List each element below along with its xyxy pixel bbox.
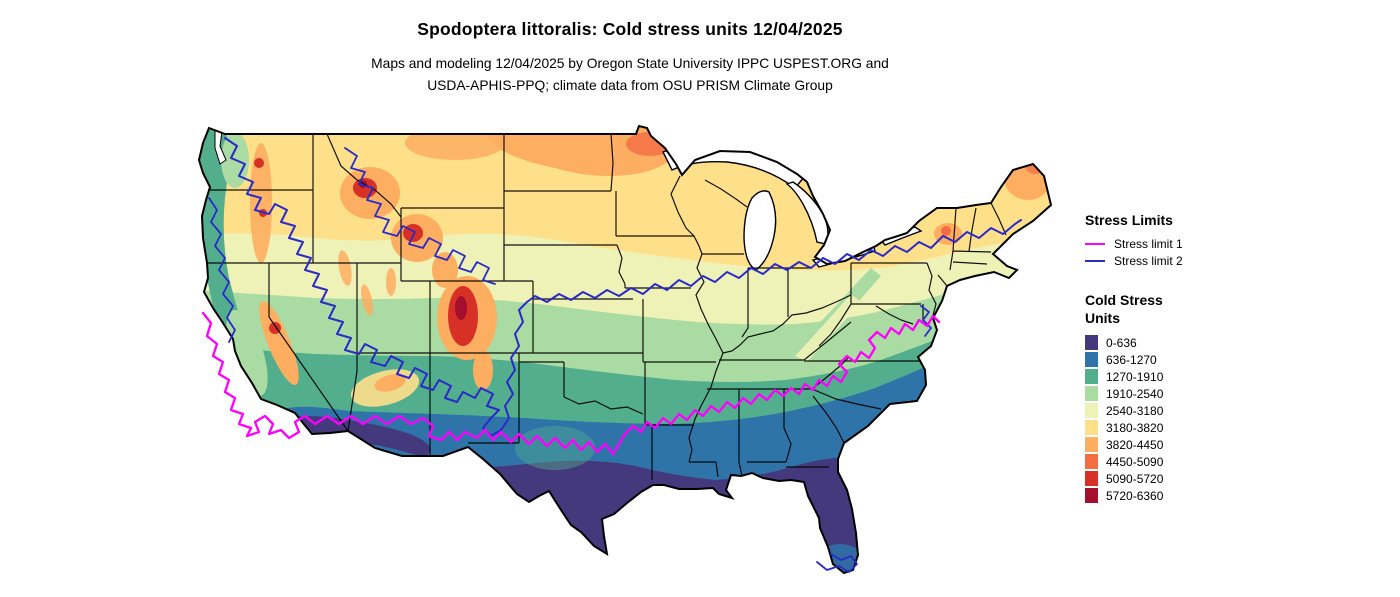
legend-item-stress-limit-2: Stress limit 2 — [1085, 252, 1395, 269]
color-swatch-2 — [1085, 369, 1098, 384]
color-swatch-6 — [1085, 437, 1098, 452]
subtitle-line-2: USDA-APHIS-PPQ; climate data from OSU PR… — [427, 78, 833, 93]
range-label-0: 0-636 — [1106, 335, 1137, 350]
stress-limit-1-line-swatch — [1085, 242, 1105, 245]
state-borders — [207, 133, 1007, 480]
range-label-9: 5720-6360 — [1106, 488, 1164, 503]
legend-item-5: 3180-3820 — [1085, 419, 1395, 436]
legend-item-stress-limit-1: Stress limit 1 — [1085, 235, 1395, 252]
subtitle-line-1: Maps and modeling 12/04/2025 by Oregon S… — [371, 56, 889, 71]
legend: Stress Limits Stress limit 1 Stress limi… — [1085, 212, 1395, 504]
range-label-7: 4450-5090 — [1106, 454, 1164, 469]
range-label-1: 636-1270 — [1106, 352, 1157, 367]
color-swatch-9 — [1085, 488, 1098, 503]
legend-item-1: 636-1270 — [1085, 351, 1395, 368]
legend-item-8: 5090-5720 — [1085, 470, 1395, 487]
stress-limit-2-line-swatch — [1085, 259, 1105, 262]
range-label-5: 3180-3820 — [1106, 420, 1164, 435]
legend-item-7: 4450-5090 — [1085, 453, 1395, 470]
range-label-3: 1910-2540 — [1106, 386, 1164, 401]
range-label-6: 3820-4450 — [1106, 437, 1164, 452]
color-swatch-4 — [1085, 403, 1098, 418]
color-swatch-5 — [1085, 420, 1098, 435]
legend-item-6: 3820-4450 — [1085, 436, 1395, 453]
us-map-svg — [197, 124, 1053, 575]
legend-item-3: 1910-2540 — [1085, 385, 1395, 402]
color-swatch-0 — [1085, 335, 1098, 350]
stress-limit-1-label: Stress limit 1 — [1114, 236, 1183, 251]
color-swatch-3 — [1085, 386, 1098, 401]
header: Spodoptera littoralis: Cold stress units… — [0, 0, 1260, 97]
legend-item-0: 0-636 — [1085, 334, 1395, 351]
stress-limit-2-label: Stress limit 2 — [1114, 253, 1183, 268]
subtitle: Maps and modeling 12/04/2025 by Oregon S… — [0, 53, 1260, 97]
legend-item-2: 1270-1910 — [1085, 368, 1395, 385]
color-swatch-8 — [1085, 471, 1098, 486]
stress-limit-1-contour — [201, 311, 941, 456]
cold-stress-title-line-2: Units — [1085, 310, 1120, 326]
cold-stress-title-line-1: Cold Stress — [1085, 292, 1163, 308]
page-title: Spodoptera littoralis: Cold stress units… — [417, 19, 843, 39]
range-label-2: 1270-1910 — [1106, 369, 1164, 384]
color-swatch-7 — [1085, 454, 1098, 469]
legend-item-4: 2540-3180 — [1085, 402, 1395, 419]
range-label-4: 2540-3180 — [1106, 403, 1164, 418]
cold-stress-raster — [199, 126, 1051, 573]
stress-limits-title: Stress Limits — [1085, 212, 1173, 228]
range-label-8: 5090-5720 — [1106, 471, 1164, 486]
legend-item-9: 5720-6360 — [1085, 487, 1395, 504]
us-map — [195, 118, 1065, 592]
color-swatch-1 — [1085, 352, 1098, 367]
